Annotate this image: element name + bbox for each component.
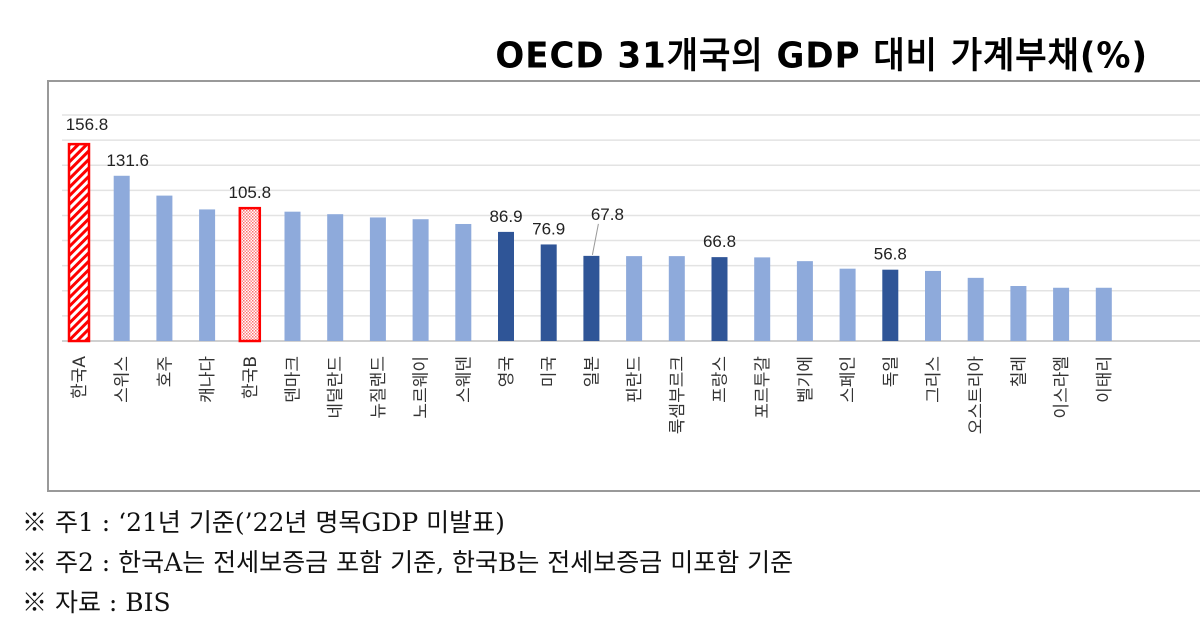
x-tick-label: 이스라엘 (1052, 356, 1072, 419)
value-label: 156.8 (66, 115, 109, 134)
bar-덴마크 (284, 211, 301, 341)
x-tick-label: 오스트리아 (967, 356, 987, 435)
x-tick-label: 벨기에 (796, 356, 816, 403)
value-label: 76.9 (532, 219, 565, 238)
x-tick-label: 한국A (70, 356, 90, 399)
value-label: 105.8 (229, 183, 272, 202)
value-label: 67.8 (591, 205, 624, 224)
bar-영국 (498, 231, 514, 341)
bar-프랑스 (711, 257, 728, 341)
x-tick-label: 미국 (540, 356, 560, 387)
bar-벨기에 (796, 261, 813, 341)
bar-칠레 (1010, 286, 1027, 341)
bar-스위스 (113, 175, 130, 341)
bar-일본 (583, 255, 600, 341)
x-tick-label: 프랑스 (711, 356, 731, 403)
x-tick-label: 스웨덴 (454, 356, 474, 403)
bar-한국A (67, 142, 91, 343)
bar-핀란드 (626, 256, 643, 341)
x-tick-label: 캐나다 (198, 356, 218, 403)
x-tick-label: 일본 (582, 356, 602, 387)
x-tick-label: 스페인 (839, 356, 859, 403)
x-tick-label: 그리스 (924, 356, 944, 403)
leader-line (591, 223, 599, 255)
x-tick-label: 핀란드 (625, 356, 645, 403)
x-tick-label: 스위스 (113, 356, 133, 403)
bar-스웨덴 (455, 223, 472, 341)
bar-뉴질랜드 (369, 217, 386, 341)
bar-오스트리아 (967, 277, 984, 341)
value-label: 66.8 (703, 232, 736, 251)
x-tick-label: 덴마크 (284, 356, 304, 403)
bar-그리스 (925, 270, 941, 341)
x-tick-label: 칠레 (1009, 356, 1029, 387)
bar-스페인 (839, 268, 856, 341)
x-tick-label: 뉴질랜드 (369, 356, 389, 419)
bar-한국B (238, 206, 262, 343)
value-label: 56.8 (874, 245, 907, 264)
bar-호주 (156, 195, 173, 341)
x-tick-label: 네덜란드 (326, 356, 346, 419)
chart-title: OECD 31개국의 GDP 대비 가계부채(%) (495, 35, 1148, 78)
footnote-2: ※ 주2 : 한국A는 전세보증금 포함 기준, 한국B는 전세보증금 미포함 … (22, 548, 794, 577)
x-tick-label: 룩셈부르크 (668, 356, 688, 434)
x-tick-label: 영국 (497, 356, 517, 387)
x-tick-label: 노르웨이 (412, 356, 432, 419)
x-tick-label: 포르투갈 (753, 356, 773, 419)
bar-네덜란드 (327, 214, 344, 341)
bar-이태리 (1095, 287, 1112, 341)
footnote-source: ※ 자료 : BIS (22, 588, 171, 617)
bar-이스라엘 (1053, 287, 1070, 341)
bar-미국 (540, 244, 557, 341)
x-tick-label: 호주 (155, 356, 175, 387)
x-tick-label: 이태리 (1095, 356, 1115, 403)
bar-독일 (882, 269, 899, 341)
value-label: 86.9 (489, 207, 522, 226)
bar-캐나다 (199, 209, 216, 341)
x-tick-label: 독일 (881, 356, 901, 387)
bar-룩셈부르크 (668, 256, 685, 341)
bar-chart: 156.8 131.6 105.8 86.9 76.9 67.8 66.8 56.8 한국A 스위… (62, 114, 1200, 435)
bar-포르투갈 (754, 257, 771, 341)
x-tick-label: 한국B (241, 356, 261, 399)
chart-frame (47, 80, 1200, 492)
value-label: 131.6 (106, 151, 149, 170)
footnote-1: ※ 주1 : ‘21년 기준(’22년 명목GDP 미발표) (22, 508, 505, 537)
bar-노르웨이 (412, 219, 429, 341)
